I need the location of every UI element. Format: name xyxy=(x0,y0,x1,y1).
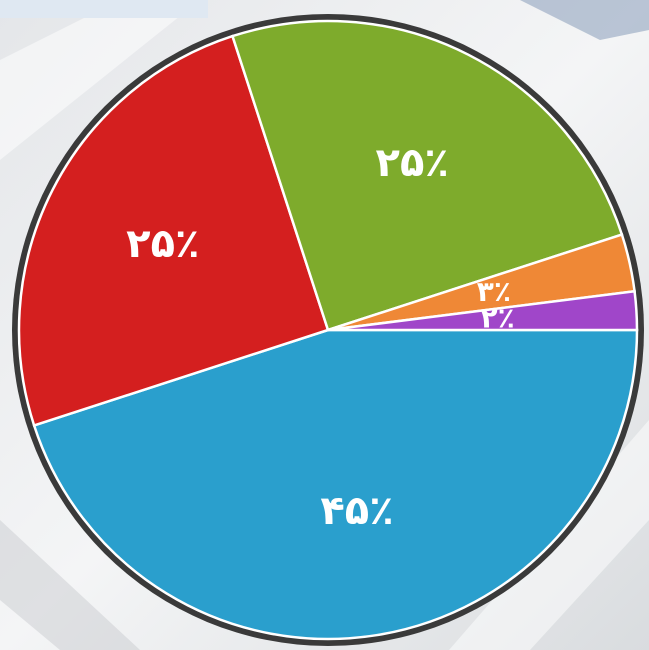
toolbar xyxy=(0,0,208,18)
slice-label: ۳٪ xyxy=(477,275,511,308)
pie-slice xyxy=(230,19,624,332)
slice-label: ۲٪ xyxy=(481,301,515,334)
pie-slice xyxy=(17,34,330,428)
slice-label: ۲۵٪ xyxy=(126,221,199,267)
slice-label: ۲۵٪ xyxy=(376,140,449,186)
slice-label: ۴۵٪ xyxy=(320,488,393,534)
pie-slice xyxy=(327,289,639,332)
pie-slice xyxy=(32,328,639,641)
